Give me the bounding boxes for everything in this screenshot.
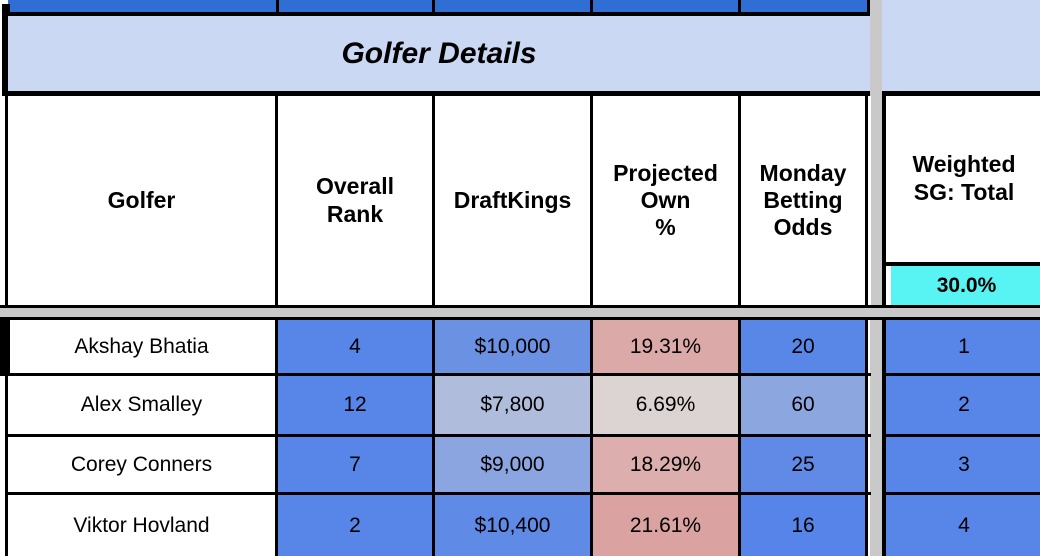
weighted-sg-column-body: 1 2 3 4 [882,320,1040,556]
draftkings-salary-cell[interactable]: $9,000 [435,437,593,492]
draftkings-salary-cell[interactable]: $10,000 [435,320,593,373]
overall-rank-cell[interactable]: 12 [278,376,435,434]
weighted-sg-cell[interactable]: 1 [886,320,1040,376]
table-row: Corey Conners 7 $9,000 18.29% 25 [8,437,871,495]
column-header-draftkings[interactable]: DraftKings [435,96,593,305]
selection-edge-bar [2,4,10,96]
grid-divider [432,0,435,12]
column-header-row: Golfer Overall Rank DraftKings Projected… [5,96,871,305]
column-header-golfer[interactable]: Golfer [8,96,278,305]
weighted-sg-cell[interactable]: 4 [886,495,1040,556]
row-gutter [0,305,1040,320]
section-title-cell[interactable]: Golfer Details [8,12,870,96]
grid-divider [590,0,593,12]
overall-rank-cell[interactable]: 4 [278,320,435,373]
betting-odds-cell[interactable]: 25 [741,437,868,492]
column-header-monday-odds[interactable]: Monday Betting Odds [741,96,868,305]
selection-edge-bar [0,320,10,376]
weight-value-cell[interactable]: 30.0% [891,266,1040,305]
golfer-table-body: Akshay Bhatia 4 $10,000 19.31% 20 Alex S… [5,320,871,556]
betting-odds-cell[interactable]: 20 [741,320,868,373]
column-header-weighted-sg[interactable]: Weighted SG: Total [882,96,1040,266]
section-title: Golfer Details [341,36,537,70]
draftkings-salary-cell[interactable]: $10,400 [435,495,593,556]
right-section-title-cell[interactable] [882,0,1040,96]
projected-own-cell[interactable]: 18.29% [593,437,741,492]
frozen-row-strip [8,0,870,12]
grid-divider [276,0,279,12]
golfer-name-cell[interactable]: Alex Smalley [8,376,278,434]
betting-odds-cell[interactable]: 16 [741,495,868,556]
table-row: Viktor Hovland 2 $10,400 21.61% 16 [8,495,871,556]
golfer-name-cell[interactable]: Akshay Bhatia [8,320,278,373]
projected-own-cell[interactable]: 6.69% [593,376,741,434]
table-row: Akshay Bhatia 4 $10,000 19.31% 20 [8,320,871,376]
draftkings-salary-cell[interactable]: $7,800 [435,376,593,434]
column-header-projected-own[interactable]: Projected Own % [593,96,741,305]
weighted-sg-cell[interactable]: 3 [886,437,1040,495]
golfer-name-cell[interactable]: Viktor Hovland [8,495,278,556]
weighted-sg-cell[interactable]: 2 [886,376,1040,437]
column-gutter [870,0,882,556]
weight-row: 30.0% [882,266,1040,305]
column-header-overall-rank[interactable]: Overall Rank [278,96,435,305]
betting-odds-cell[interactable]: 60 [741,376,868,434]
projected-own-cell[interactable]: 19.31% [593,320,741,373]
grid-divider [738,0,741,12]
table-row: Alex Smalley 12 $7,800 6.69% 60 [8,376,871,437]
overall-rank-cell[interactable]: 2 [278,495,435,556]
golfer-name-cell[interactable]: Corey Conners [8,437,278,492]
overall-rank-cell[interactable]: 7 [278,437,435,492]
projected-own-cell[interactable]: 21.61% [593,495,741,556]
